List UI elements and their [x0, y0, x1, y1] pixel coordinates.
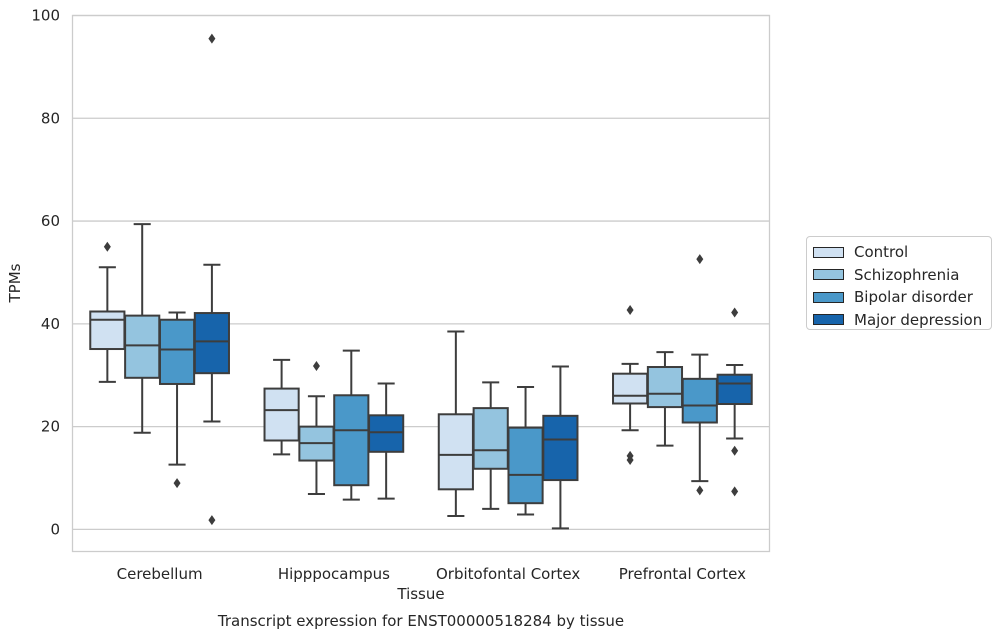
legend-label: Schizophrenia — [854, 265, 960, 284]
box — [681, 377, 718, 424]
box — [263, 387, 300, 442]
box-schizophrenia — [472, 381, 509, 510]
box — [124, 314, 161, 379]
box-schizophrenia — [124, 223, 161, 434]
box — [542, 414, 579, 482]
box-control — [437, 330, 474, 518]
x-tick-label: Prefrontal Cortex — [619, 565, 746, 583]
outlier-point — [312, 360, 320, 371]
box — [158, 318, 196, 385]
legend-swatch — [813, 269, 844, 281]
outlier-point — [173, 478, 181, 489]
legend-item: Control — [813, 241, 991, 264]
box-schizophrenia — [646, 351, 684, 447]
x-axis-ticks: Cerebellum Hipppocampus Orbitofontal Corte… — [117, 565, 746, 583]
y-tick-label: 100 — [31, 7, 60, 25]
box-major-depression — [368, 382, 405, 500]
y-axis-ticks: 0 20 40 60 80 100 — [31, 7, 60, 539]
outlier-point — [696, 254, 704, 265]
box-plot-series — [89, 33, 753, 530]
box-major-depression — [193, 33, 230, 526]
legend-swatch — [813, 246, 844, 258]
x-tick-label: Cerebellum — [117, 565, 203, 583]
y-tick-label: 0 — [50, 520, 60, 538]
box-bipolar-disorder — [681, 254, 718, 496]
legend-label: Major depression — [854, 310, 983, 329]
outlier-point — [696, 485, 704, 496]
legend-swatch — [813, 291, 844, 303]
outlier-point — [208, 515, 216, 526]
box-bipolar-disorder — [158, 311, 196, 489]
box — [646, 366, 684, 409]
y-tick-label: 20 — [41, 418, 60, 436]
legend-item: Bipolar disorder — [813, 286, 991, 309]
box — [612, 372, 649, 405]
outlier-point — [208, 33, 216, 44]
box — [368, 414, 405, 453]
legend-item: Major depression — [813, 309, 991, 332]
outlier-point — [103, 241, 111, 252]
x-axis-label: Tissue — [396, 585, 444, 603]
y-tick-label: 80 — [41, 109, 60, 127]
box-control — [263, 358, 300, 456]
y-tick-label: 60 — [41, 212, 60, 230]
box-major-depression — [542, 365, 579, 530]
box-schizophrenia — [298, 360, 335, 495]
box-bipolar-disorder — [333, 349, 370, 501]
box — [437, 413, 474, 491]
box — [193, 312, 230, 375]
x-tick-label: Orbitofontal Cortex — [436, 565, 580, 583]
chart-title: Transcript expression for ENST0000051828… — [217, 612, 624, 630]
outlier-point — [626, 450, 634, 461]
box — [716, 373, 753, 406]
outlier-point — [731, 445, 739, 456]
legend-item: Schizophrenia — [813, 264, 991, 287]
box — [472, 407, 509, 470]
outlier-point — [731, 307, 739, 318]
outlier-point — [626, 304, 634, 315]
box-control — [612, 304, 649, 466]
y-axis-label: TPMs — [6, 263, 24, 303]
x-tick-label: Hipppocampus — [278, 565, 390, 583]
legend: Control Schizophrenia Bipolar disorder Majo… — [806, 236, 992, 330]
legend-label: Control — [854, 243, 909, 262]
box — [507, 426, 544, 505]
box — [333, 394, 370, 487]
box-bipolar-disorder — [507, 386, 544, 516]
legend-label: Bipolar disorder — [854, 288, 973, 307]
legend-swatch — [813, 314, 844, 326]
plot-frame — [71, 14, 771, 553]
box-major-depression — [716, 307, 753, 497]
outlier-point — [731, 486, 739, 497]
box — [89, 310, 126, 351]
box-control — [89, 241, 126, 383]
y-tick-label: 40 — [41, 315, 60, 333]
